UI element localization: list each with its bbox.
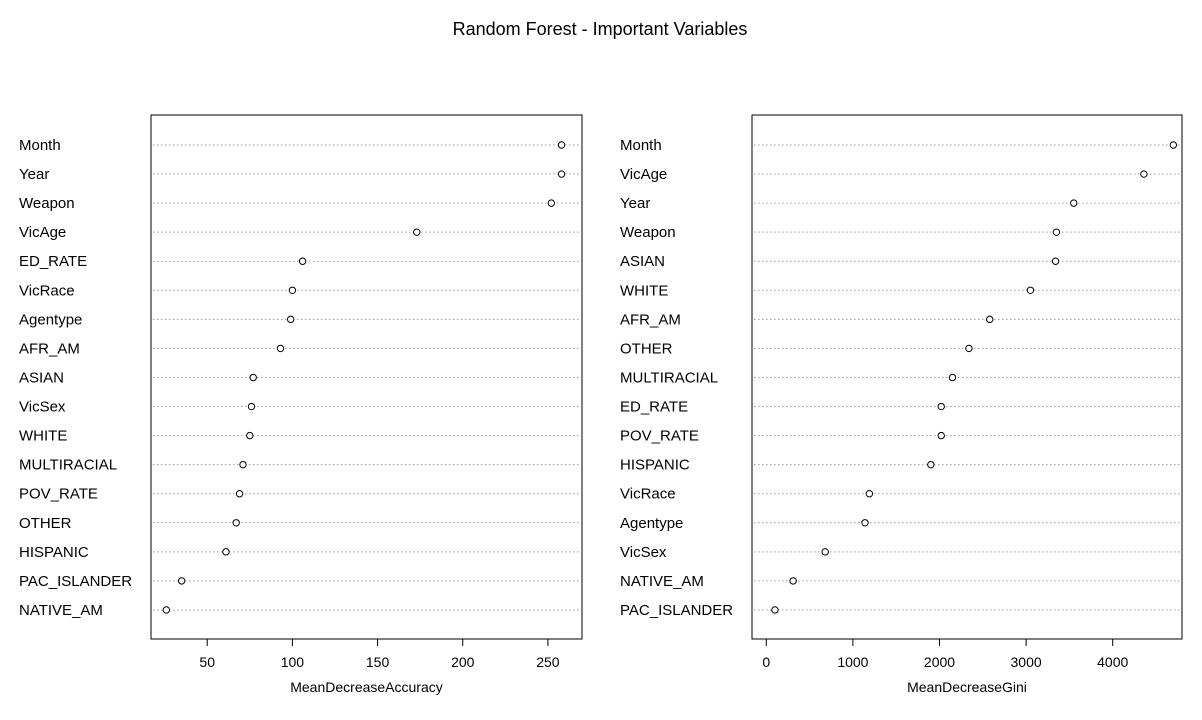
x-axis-title: MeanDecreaseAccuracy [290,679,443,695]
category-label: HISPANIC [19,544,89,561]
category-label: POV_RATE [620,428,699,445]
category-label: OTHER [19,515,72,532]
data-point [937,431,945,440]
category-label: Month [19,137,61,154]
data-point [927,460,935,469]
category-label: AFR_AM [19,340,80,357]
data-point [937,402,945,411]
data-point [276,344,285,353]
data-point [557,170,566,178]
category-label: VicAge [19,224,66,241]
x-axis-title: MeanDecreaseGini [907,679,1027,695]
data-point [1140,170,1148,178]
data-point [771,606,779,614]
data-point [222,548,230,556]
category-label: Agentype [620,515,683,532]
data-point [1051,257,1060,265]
data-point [249,373,257,382]
data-point [547,199,556,207]
x-tick-label: 3000 [1011,654,1042,670]
category-label: Year [19,166,49,183]
plot-frame [150,114,583,640]
category-label: ED_RATE [620,399,688,416]
x-tick-label: 2000 [924,654,955,670]
x-tick-label: 4000 [1097,654,1128,670]
category-label: Agentype [19,311,82,328]
category-label: ASIAN [19,369,64,386]
category-label: OTHER [620,340,673,357]
data-point [232,519,240,527]
category-label: WHITE [19,428,67,445]
category-label: VicRace [620,486,676,503]
category-label: VicAge [620,166,667,183]
category-label: VicRace [19,282,75,299]
category-label: MULTIRACIAL [620,369,718,386]
category-label: PAC_ISLANDER [19,573,132,590]
category-label: WHITE [620,282,668,299]
data-point [288,286,297,294]
category-label: Weapon [620,224,676,241]
data-point [948,373,957,382]
data-point [1070,199,1078,207]
x-tick-label: 50 [199,654,215,670]
x-tick-label: 200 [451,654,475,670]
category-label: NATIVE_AM [19,602,103,619]
data-point [1052,228,1061,236]
category-label: Year [620,195,650,212]
data-point [413,228,421,236]
category-label: AFR_AM [620,311,681,328]
category-label: MULTIRACIAL [19,457,117,474]
x-tick-label: 250 [536,654,560,670]
data-point [986,315,994,324]
data-point [177,577,186,585]
data-point [1169,141,1178,149]
category-label: ASIAN [620,253,665,270]
category-label: NATIVE_AM [620,573,704,590]
data-point [965,344,973,353]
category-label: POV_RATE [19,486,98,503]
x-tick-label: 0 [762,654,770,670]
category-label: PAC_ISLANDER [620,602,733,619]
data-point [557,141,566,149]
category-label: Month [620,137,662,154]
accuracy-panel: Month Year Weapon VicAge ED_RATE VicRace Agent… [19,114,583,695]
data-point [246,431,254,440]
data-point [247,402,256,411]
category-label: VicSex [620,544,667,561]
data-point [298,257,307,265]
category-label: Weapon [19,195,75,212]
x-tick-label: 100 [281,654,305,670]
plot-frame [751,114,1183,640]
data-point [861,519,869,527]
data-point [235,490,244,498]
data-point [239,460,247,469]
category-label: HISPANIC [620,457,690,474]
category-label: VicSex [19,399,66,416]
x-tick-label: 150 [366,654,390,670]
data-point [821,548,829,556]
data-point [789,577,797,585]
x-tick-label: 1000 [837,654,868,670]
category-label: ED_RATE [19,253,87,270]
data-point [162,606,171,614]
gini-panel: Month VicAge Year Weapon ASIAN WHITE AFR_AM OTH… [620,114,1183,695]
data-point [865,490,874,498]
chart-title: Random Forest - Important Variables [453,19,748,39]
data-point [1026,286,1035,294]
data-point [286,315,295,324]
